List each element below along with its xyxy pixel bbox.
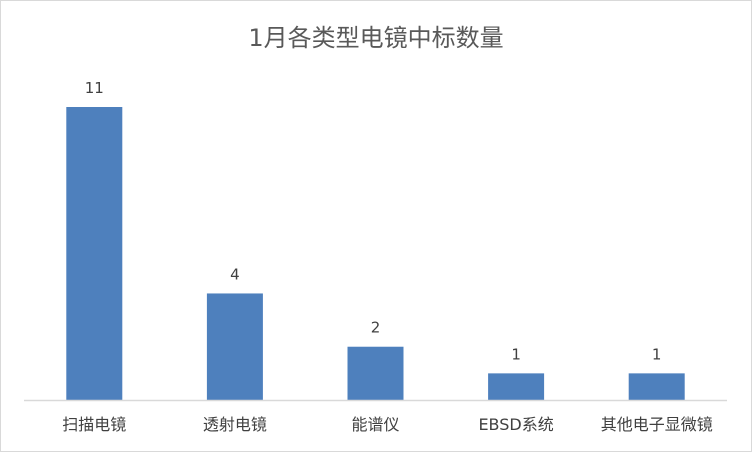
x-tick-label: 能谱仪 bbox=[351, 415, 399, 434]
bar bbox=[488, 373, 545, 400]
bar bbox=[206, 293, 263, 400]
data-label: 1 bbox=[511, 345, 521, 363]
bar bbox=[66, 107, 123, 400]
bar bbox=[628, 373, 685, 400]
data-label: 11 bbox=[85, 79, 104, 97]
x-tick-label: EBSD系统 bbox=[478, 415, 553, 434]
data-label: 4 bbox=[230, 265, 240, 283]
x-tick-label: 透射电镜 bbox=[203, 415, 267, 434]
chart-title: 1月各类型电镜中标数量 bbox=[248, 24, 504, 52]
x-tick-label: 扫描电镜 bbox=[62, 415, 126, 434]
data-label: 2 bbox=[371, 319, 381, 337]
x-tick-label: 其他电子显微镜 bbox=[601, 415, 713, 434]
data-label: 1 bbox=[652, 345, 662, 363]
bar bbox=[347, 346, 404, 400]
